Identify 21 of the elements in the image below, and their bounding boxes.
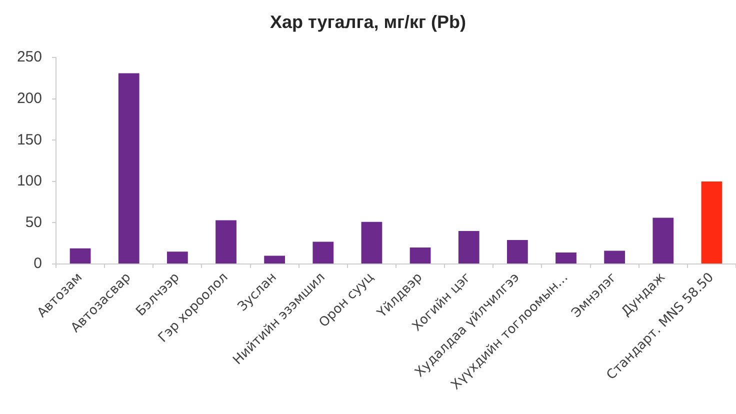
bar xyxy=(216,220,236,264)
bar xyxy=(506,240,528,264)
bar xyxy=(556,252,576,264)
bar xyxy=(458,230,480,264)
bar xyxy=(312,242,334,264)
bar xyxy=(118,73,140,264)
y-tick-label: 250 xyxy=(16,48,42,66)
bar xyxy=(410,247,431,264)
bar xyxy=(652,218,674,264)
y-tick-label: 150 xyxy=(16,131,42,148)
bar xyxy=(70,248,91,264)
bar xyxy=(701,181,722,264)
bar xyxy=(361,222,382,264)
bar xyxy=(604,250,626,264)
y-tick-label: 50 xyxy=(25,214,42,231)
y-tick-label: 200 xyxy=(16,90,42,108)
bar xyxy=(264,256,286,264)
y-tick-label: 0 xyxy=(34,255,42,272)
bar xyxy=(166,252,188,264)
chart-title: Хар тугалга, мг/кг (Pb) xyxy=(270,12,466,32)
y-tick-label: 100 xyxy=(16,172,42,190)
